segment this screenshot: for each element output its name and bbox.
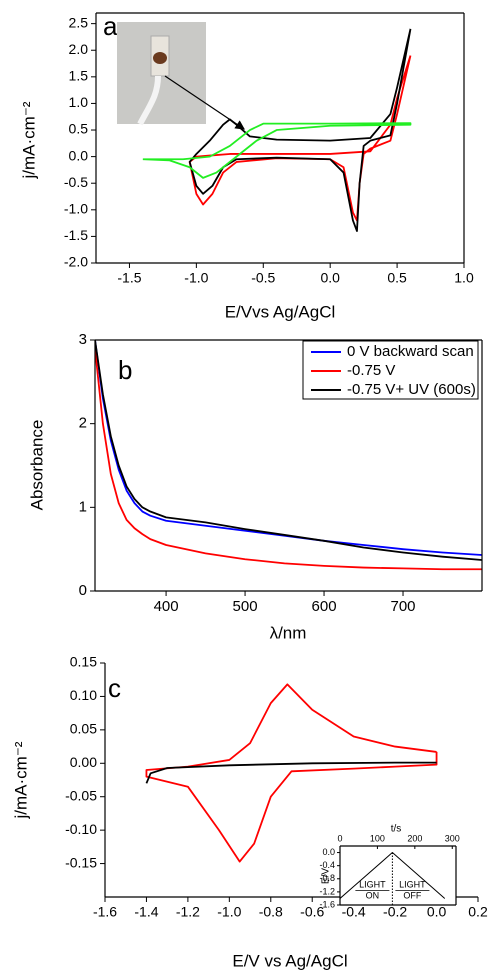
legend-label: -0.75 V [347, 362, 395, 379]
y-tick-label: 2 [79, 415, 87, 432]
x-tick-label: 1.0 [454, 270, 474, 286]
x-tick-label: 200 [407, 833, 422, 843]
x-tick-label: 100 [370, 833, 385, 843]
x-tick-label: 300 [445, 833, 460, 843]
y-tick-label: 0.05 [70, 721, 97, 737]
annotation: OFF [403, 890, 421, 900]
panel-label: a [103, 11, 118, 41]
legend-label: 0 V backward scan [347, 343, 474, 360]
arrow [164, 75, 245, 130]
series-line [95, 339, 482, 556]
x-tick-label: 0 [337, 833, 342, 843]
y-tick-label: 0.10 [70, 687, 97, 703]
x-axis-label: E/V vs Ag/AgCl [232, 951, 347, 970]
y-tick-label: 1.0 [69, 94, 89, 110]
x-tick-label: -1.0 [217, 904, 241, 920]
y-tick-label: -1.5 [64, 227, 88, 243]
y-tick-label: 1 [79, 498, 87, 515]
y-tick-label: -0.05 [65, 787, 97, 803]
y-tick-label: 0.5 [69, 121, 89, 137]
y-tick-label: 0.0 [69, 147, 89, 163]
y-tick-label: 0.00 [70, 754, 97, 770]
x-tick-label: -0.2 [383, 904, 407, 920]
series-line [145, 683, 438, 863]
y-tick-label: -0.10 [65, 821, 97, 837]
y-tick-label: -1.0 [64, 201, 88, 217]
x-tick-label: -1.5 [117, 270, 141, 286]
x-axis-label: t/s [391, 824, 402, 835]
y-tick-label: 0.15 [70, 654, 97, 670]
annotation: ON [366, 890, 380, 900]
y-tick-label: -0.15 [65, 854, 97, 870]
x-tick-label: 600 [312, 598, 337, 615]
panel-label: b [118, 355, 132, 385]
y-axis-label: j/mA·cm⁻² [19, 101, 38, 179]
series-line [95, 339, 482, 561]
x-tick-label: 0.0 [427, 904, 447, 920]
panel-label: c [108, 673, 121, 703]
y-axis-label: j/mA·cm⁻² [11, 741, 30, 819]
x-tick-label: -0.8 [259, 904, 283, 920]
x-tick-label: -1.4 [134, 904, 158, 920]
x-tick-label: -1.2 [176, 904, 200, 920]
y-axis-label: Absorbance [27, 420, 46, 511]
x-tick-label: 0.2 [468, 904, 488, 920]
y-tick-label: -1.2 [319, 886, 335, 896]
y-tick-label: -0.8 [319, 873, 335, 883]
x-tick-label: 400 [154, 598, 179, 615]
x-tick-label: -0.5 [251, 270, 275, 286]
x-tick-label: -1.6 [93, 904, 117, 920]
series-line [142, 122, 412, 179]
photo-wire [137, 75, 161, 126]
y-tick-label: 0 [79, 582, 87, 599]
x-axis-label: λ/nm [270, 623, 307, 642]
x-tick-label: -1.0 [184, 270, 208, 286]
annotation: LIGHT [399, 879, 426, 889]
annotation: LIGHT [359, 879, 386, 889]
y-tick-label: -0.5 [64, 174, 88, 190]
photo-film [153, 52, 167, 64]
x-tick-label: 0.5 [387, 270, 407, 286]
y-tick-label: 2.5 [69, 14, 89, 30]
series-line [95, 348, 482, 571]
x-axis-label: E/Vvs Ag/AgCl [225, 302, 336, 321]
y-tick-label: -0.4 [319, 860, 335, 870]
y-tick-label: 2.0 [69, 41, 89, 57]
x-tick-label: -0.4 [342, 904, 366, 920]
series-line [145, 761, 437, 784]
y-tick-label: -1.6 [319, 899, 335, 909]
inset-background [340, 846, 456, 905]
x-tick-label: 700 [391, 598, 416, 615]
y-axis-label: E/V [321, 868, 332, 884]
x-tick-label: -0.6 [300, 904, 324, 920]
series-line [188, 28, 412, 232]
y-tick-label: 0.0 [322, 847, 335, 857]
x-tick-label: 500 [233, 598, 258, 615]
legend-label: -0.75 V+ UV (600s) [347, 381, 476, 398]
x-tick-label: 0.0 [320, 270, 340, 286]
y-tick-label: 1.5 [69, 68, 89, 84]
y-tick-label: -2.0 [64, 254, 88, 270]
y-tick-label: 3 [79, 331, 87, 348]
